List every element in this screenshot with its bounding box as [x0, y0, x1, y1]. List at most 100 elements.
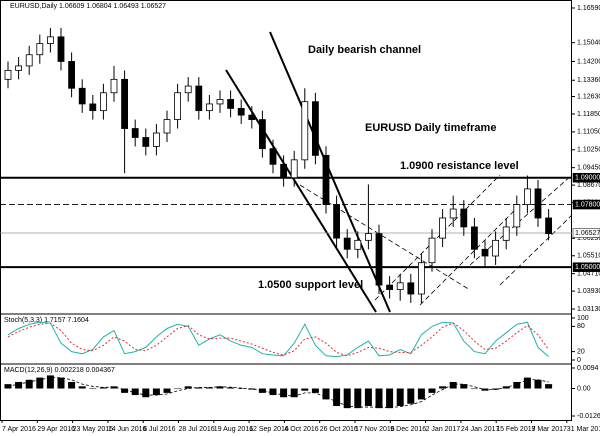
y-tick-label: 0: [577, 357, 581, 364]
x-tick-label: 31 Mar 2017: [567, 426, 600, 433]
candle-body: [152, 132, 160, 147]
candle-body: [333, 204, 341, 239]
macd-bar: [417, 388, 425, 400]
macd-bar: [301, 388, 309, 391]
macd-bar: [89, 388, 97, 390]
macd-bar: [131, 388, 139, 396]
macd-bar: [545, 384, 553, 389]
macd-bar: [227, 387, 235, 389]
macd-bar: [492, 388, 500, 390]
indicator-line: [7, 322, 550, 357]
macd-bar: [386, 388, 394, 409]
x-tick-label: 23 May 2016: [73, 426, 114, 433]
candle-body: [280, 163, 288, 179]
level-label: 1.09000: [575, 175, 600, 182]
macd-bar: [333, 388, 341, 406]
level-label-box: [572, 199, 600, 210]
candle-body: [110, 78, 118, 94]
y-tick-label: 1.04710: [577, 271, 600, 278]
indicator-title: MACD(12,26,9) 0.002218 0.004367: [4, 367, 115, 374]
macd-bar: [534, 379, 542, 389]
y-tick-label: 1.03130: [577, 306, 600, 313]
macd-bar: [407, 388, 415, 404]
candle-body: [513, 204, 521, 228]
candle-body: [47, 36, 54, 44]
macd-bar: [195, 387, 203, 389]
macd-bar: [216, 386, 224, 389]
y-tick-label: 0.00: [577, 385, 591, 392]
channel-line: [499, 214, 573, 286]
candle-body: [248, 114, 256, 120]
x-tick-label: 15 Feb 2017: [496, 426, 535, 433]
level-label: 1.05000: [575, 264, 600, 271]
candle-body: [470, 226, 478, 250]
macd-bar: [163, 388, 171, 393]
candle-body: [396, 282, 404, 290]
candle-body: [36, 43, 44, 56]
macd-bar: [449, 381, 457, 389]
y-tick-label: 1.14200: [577, 58, 600, 65]
candle-body: [545, 217, 552, 235]
y-tick-label: 100: [577, 315, 589, 322]
candle-body: [290, 159, 298, 179]
candle-body: [386, 284, 394, 290]
candle-body: [121, 78, 128, 129]
macd-bar: [439, 386, 447, 389]
level-label: 1.07800: [575, 201, 600, 208]
y-tick-label: 1.11050: [577, 129, 600, 136]
level-label: 1.06527: [575, 230, 600, 237]
candle-body: [163, 119, 171, 134]
macd-bar: [25, 379, 33, 389]
candle-body: [4, 69, 12, 80]
macd-bar: [36, 377, 44, 389]
x-tick-label: 26 Oct 2016: [320, 426, 358, 433]
y-tick-label: 80: [577, 323, 585, 330]
candle-body: [417, 262, 425, 295]
macd-bar: [46, 375, 54, 389]
macd-bar: [237, 388, 245, 390]
candle-body: [481, 248, 489, 257]
y-tick-label: 1.08670: [577, 182, 600, 189]
annotation: Daily bearish channel: [308, 44, 421, 56]
candle-body: [460, 208, 468, 228]
candle-body: [25, 54, 33, 67]
y-tick-label: 20: [577, 348, 585, 355]
y-tick-label: 1.10250: [577, 147, 600, 154]
macd-bar: [460, 384, 468, 389]
candle-body: [237, 108, 245, 116]
macd-signal: [7, 377, 549, 409]
annotation: 1.0500 support level: [258, 279, 363, 291]
macd-bar: [311, 388, 319, 393]
candle-body: [258, 119, 266, 150]
candle-body: [78, 87, 86, 105]
chart-title: EURUSD,Daily 1.06609 1.06804 1.06493 1.0…: [10, 3, 166, 10]
y-tick-label: 1.06290: [577, 235, 600, 242]
x-tick-label: 9 Dec 2016: [390, 426, 426, 433]
y-tick-label: -0.0126: [577, 413, 600, 420]
candle-body: [227, 99, 235, 109]
y-tick-label: 1.05510: [577, 253, 600, 260]
candle-body: [343, 237, 351, 250]
x-tick-label: 14 Jun 2016: [108, 426, 147, 433]
candle-body: [205, 103, 213, 112]
channel-line: [469, 174, 573, 266]
macd-bar: [68, 381, 76, 389]
annotation: EURUSD Daily timeframe: [365, 122, 496, 134]
candle-body: [174, 92, 182, 120]
candle-body: [354, 239, 362, 250]
candle-body: [534, 188, 542, 219]
x-tick-label: 17 Nov 2016: [355, 426, 395, 433]
y-tick-label: 1.12630: [577, 93, 600, 100]
y-tick-label: 0.0094: [577, 365, 599, 372]
candle-body: [15, 65, 23, 71]
candle-body: [269, 148, 277, 165]
candle-body: [89, 103, 97, 112]
x-tick-label: 9 Mar 2017: [532, 426, 568, 433]
x-tick-label: 28 Jul 2016: [179, 426, 215, 433]
annotation: 1.0900 resistance level: [400, 160, 519, 172]
macd-bar: [258, 388, 266, 393]
indicator-line: [7, 321, 549, 358]
indicator-title: Stoch(5,3,3) 1.7157 7.1604: [4, 317, 89, 324]
x-tick-label: 4 Oct 2016: [284, 426, 318, 433]
